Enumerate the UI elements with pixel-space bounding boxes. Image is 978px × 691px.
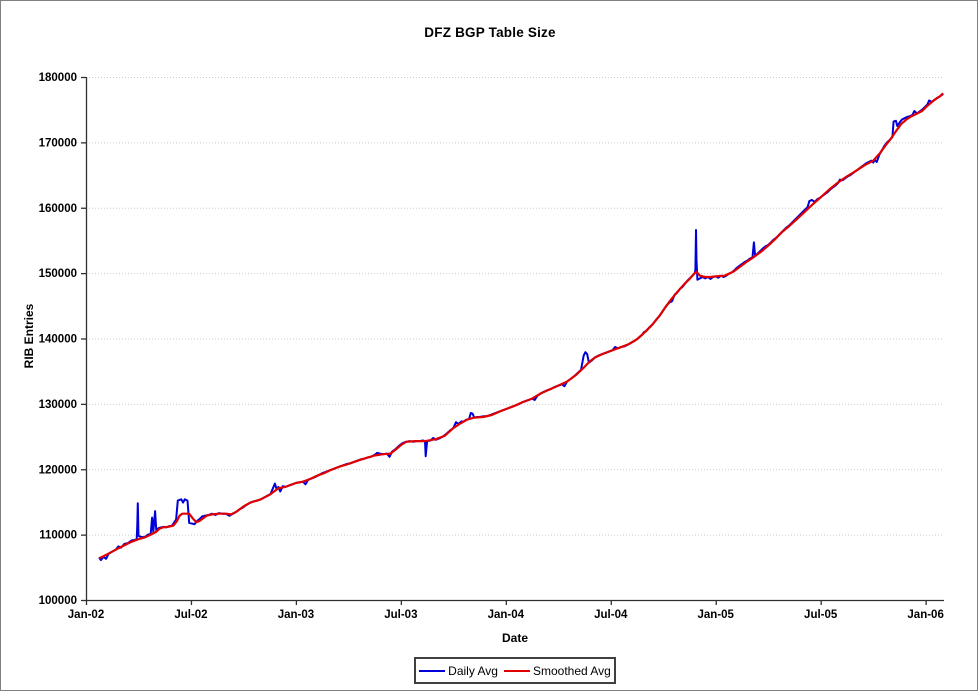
daily-avg-series-line — [98, 93, 944, 562]
x-tick-label: Jul-05 — [804, 609, 838, 621]
x-tick-label: Jan-02 — [68, 609, 104, 621]
y-tick-label: 100000 — [39, 595, 77, 607]
y-tick-label: 120000 — [39, 464, 77, 476]
y-tick-label: 160000 — [39, 203, 77, 215]
x-tick-label: Jan-06 — [907, 609, 943, 621]
daily-avg-line-icon — [419, 669, 446, 672]
chart-title: DFZ BGP Table Size — [424, 25, 556, 40]
smoothed-avg-series-line — [98, 92, 944, 560]
axes — [85, 77, 944, 602]
x-axis-title: Date — [501, 631, 528, 645]
x-tick-label: Jul-04 — [594, 609, 628, 621]
y-tick-label: 170000 — [39, 137, 77, 149]
y-tick-label: 140000 — [39, 334, 77, 346]
legend-item-smoothed-avg: Smoothed Avg — [503, 663, 611, 678]
gridlines — [86, 77, 944, 536]
y-tick-label: 130000 — [39, 399, 77, 411]
x-tick-label: Jan-03 — [278, 609, 314, 621]
legend-item-daily-avg: Daily Avg — [419, 664, 498, 678]
x-axis-ticks: Jan-02 Jul-02 Jan-03 Jul-03 Jan-04 Jul-04 Jan-… — [68, 600, 944, 621]
x-tick-label: Jan-04 — [488, 609, 525, 621]
y-axis-ticks: 100000 110000 120000 130000 140000 150000 1600… — [39, 72, 86, 607]
legend: Daily Avg Smoothed Avg — [414, 657, 616, 684]
y-tick-label: 110000 — [39, 530, 77, 542]
y-tick-label: 150000 — [39, 268, 77, 280]
legend-label-daily-avg: Daily Avg — [448, 663, 498, 678]
smoothed-avg-line-icon — [503, 669, 530, 672]
y-tick-label: 180000 — [39, 72, 77, 84]
legend-label-smoothed-avg: Smoothed Avg — [532, 663, 611, 678]
x-tick-label: Jan-05 — [698, 609, 735, 621]
x-tick-label: Jul-03 — [384, 609, 417, 621]
x-tick-label: Jul-02 — [174, 609, 207, 621]
